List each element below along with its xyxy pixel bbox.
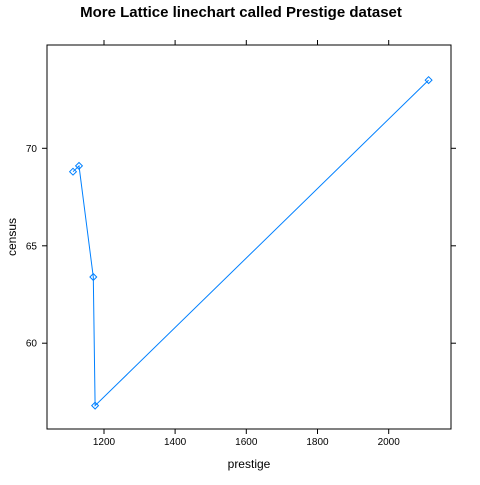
- x-tick-label: 2000: [378, 437, 401, 448]
- y-tick-label: 70: [26, 144, 38, 155]
- plot-frame: [46, 44, 452, 430]
- x-tick-label: 1800: [306, 437, 329, 448]
- data-point: [89, 272, 98, 282]
- data-point: [424, 75, 433, 85]
- series-layer: [68, 75, 433, 410]
- x-tick-label: 1400: [164, 437, 187, 448]
- data-point: [74, 161, 84, 171]
- y-tick-label: 60: [26, 339, 38, 350]
- x-tick-label: 1600: [235, 437, 258, 448]
- y-tick-label: 65: [26, 241, 38, 252]
- x-axis-title: prestige: [228, 457, 271, 471]
- axis-ticks: 1200 1400 1600 1800 2000 60 65 70: [26, 40, 456, 448]
- data-point: [90, 401, 100, 410]
- series-line: [72, 79, 429, 407]
- y-axis-title: census: [5, 218, 19, 256]
- chart-title: More Lattice linechart called Prestige d…: [80, 4, 402, 21]
- x-tick-label: 1200: [93, 437, 116, 448]
- data-point: [68, 167, 78, 176]
